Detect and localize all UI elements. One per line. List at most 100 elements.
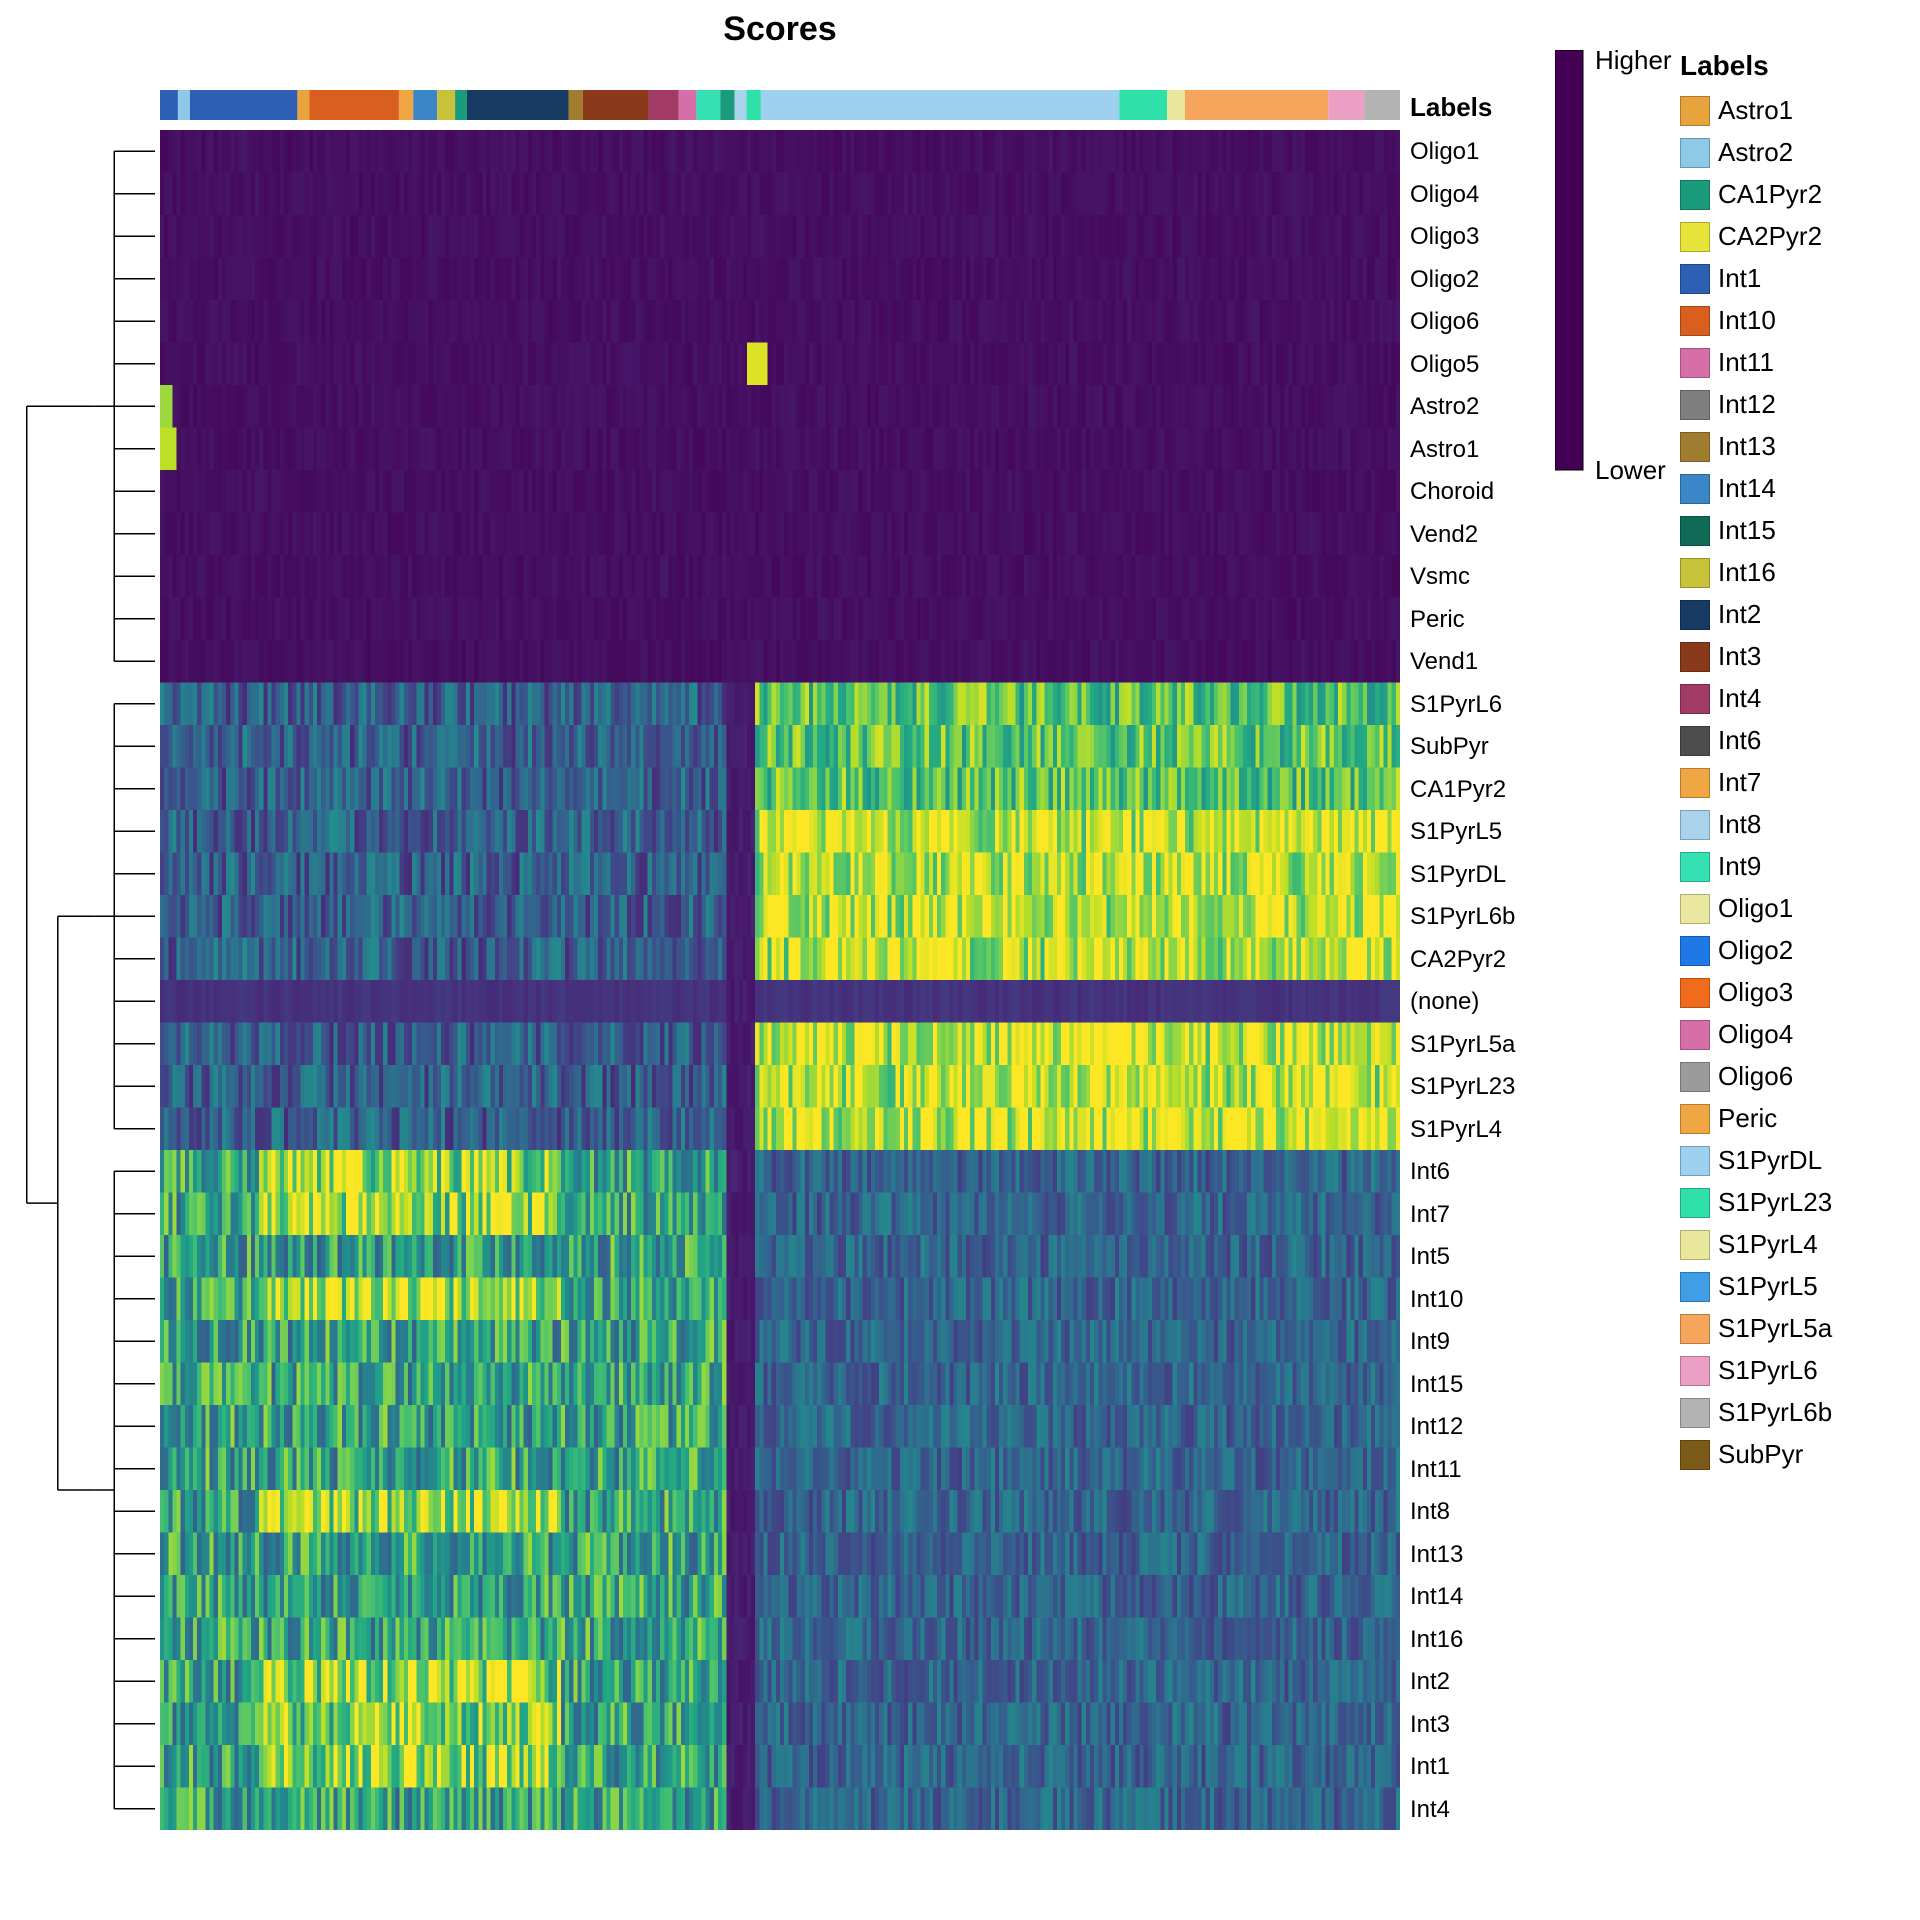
legend-item: Oligo1 — [1680, 893, 1793, 924]
legend-swatch — [1680, 474, 1710, 504]
legend-swatch — [1680, 516, 1710, 546]
legend-swatch — [1680, 978, 1710, 1008]
row-label: Oligo5 — [1410, 351, 1479, 379]
row-label: Int10 — [1410, 1286, 1463, 1314]
legend-label: Peric — [1718, 1103, 1777, 1134]
row-label: Vend1 — [1410, 648, 1478, 676]
legend-label: Astro1 — [1718, 95, 1793, 126]
row-label: Int6 — [1410, 1158, 1450, 1186]
legend-item: Int13 — [1680, 431, 1776, 462]
legend-label: S1PyrL4 — [1718, 1229, 1818, 1260]
row-label: Int7 — [1410, 1201, 1450, 1229]
legend-label: S1PyrL6 — [1718, 1355, 1818, 1386]
legend-label: SubPyr — [1718, 1439, 1803, 1470]
legend-item: Int6 — [1680, 725, 1761, 756]
legend-item: Int14 — [1680, 473, 1776, 504]
legend-item: Peric — [1680, 1103, 1777, 1134]
row-label: Int5 — [1410, 1243, 1450, 1271]
row-label: Int9 — [1410, 1328, 1450, 1356]
legend-swatch — [1680, 222, 1710, 252]
row-label: Oligo3 — [1410, 223, 1479, 251]
legend-swatch — [1680, 1356, 1710, 1386]
legend-label: Oligo3 — [1718, 977, 1793, 1008]
legend-swatch — [1680, 1440, 1710, 1470]
legend-item: CA2Pyr2 — [1680, 221, 1822, 252]
row-label: Astro2 — [1410, 393, 1479, 421]
row-label: Int1 — [1410, 1753, 1450, 1781]
row-label: S1PyrL5a — [1410, 1031, 1515, 1059]
legend-swatch — [1680, 684, 1710, 714]
legend-item: Int16 — [1680, 557, 1776, 588]
legend-label: S1PyrL6b — [1718, 1397, 1832, 1428]
legend-item: Oligo6 — [1680, 1061, 1793, 1092]
legend-item: Int10 — [1680, 305, 1776, 336]
legend-title: Labels — [1680, 50, 1769, 82]
legend-label: Int1 — [1718, 263, 1761, 294]
legend-item: Oligo4 — [1680, 1019, 1793, 1050]
legend-swatch — [1680, 642, 1710, 672]
chart-title: Scores — [160, 10, 1400, 49]
legend-label: S1PyrL5 — [1718, 1271, 1818, 1302]
legend-label: Oligo1 — [1718, 893, 1793, 924]
legend-label: Oligo6 — [1718, 1061, 1793, 1092]
row-label: Oligo4 — [1410, 181, 1479, 209]
row-label: (none) — [1410, 988, 1479, 1016]
row-label: Astro1 — [1410, 436, 1479, 464]
legend-swatch — [1680, 306, 1710, 336]
legend-item: S1PyrL23 — [1680, 1187, 1832, 1218]
row-label: Oligo1 — [1410, 138, 1479, 166]
legend-label: Int2 — [1718, 599, 1761, 630]
legend-swatch — [1680, 768, 1710, 798]
legend-swatch — [1680, 1146, 1710, 1176]
legend-label: Int11 — [1718, 347, 1774, 378]
legend-label: Int3 — [1718, 641, 1761, 672]
row-label: Int12 — [1410, 1413, 1463, 1441]
legend-item: Int4 — [1680, 683, 1761, 714]
colorbar — [1555, 50, 1585, 472]
legend-label: CA2Pyr2 — [1718, 221, 1822, 252]
legend-swatch — [1680, 852, 1710, 882]
legend-label: S1PyrL23 — [1718, 1187, 1832, 1218]
legend-swatch — [1680, 180, 1710, 210]
row-label: S1PyrL5 — [1410, 818, 1502, 846]
row-label: Int16 — [1410, 1626, 1463, 1654]
legend-swatch — [1680, 1272, 1710, 1302]
row-label: Vend2 — [1410, 521, 1478, 549]
legend-label: Int14 — [1718, 473, 1776, 504]
legend-swatch — [1680, 600, 1710, 630]
legend-swatch — [1680, 1314, 1710, 1344]
legend-item: S1PyrL4 — [1680, 1229, 1818, 1260]
legend-item: Int9 — [1680, 851, 1761, 882]
legend-item: Int2 — [1680, 599, 1761, 630]
column-annotation-bar — [160, 90, 1400, 120]
legend-label: Oligo4 — [1718, 1019, 1793, 1050]
row-label: Int14 — [1410, 1583, 1463, 1611]
legend-item: Int3 — [1680, 641, 1761, 672]
colorbar-low-label: Lower — [1595, 455, 1666, 486]
score-heatmap — [160, 130, 1400, 1830]
legend-label: Int8 — [1718, 809, 1761, 840]
row-label: Int2 — [1410, 1668, 1450, 1696]
legend-label: S1PyrDL — [1718, 1145, 1822, 1176]
legend-item: CA1Pyr2 — [1680, 179, 1822, 210]
row-label: Oligo2 — [1410, 266, 1479, 294]
legend-label: Int10 — [1718, 305, 1776, 336]
row-label: Peric — [1410, 606, 1465, 634]
row-label: Int15 — [1410, 1371, 1463, 1399]
legend-swatch — [1680, 96, 1710, 126]
legend-swatch — [1680, 348, 1710, 378]
legend-label: Int13 — [1718, 431, 1776, 462]
legend-label: CA1Pyr2 — [1718, 179, 1822, 210]
row-label: S1PyrL6b — [1410, 903, 1515, 931]
legend-swatch — [1680, 936, 1710, 966]
legend-item: S1PyrL5 — [1680, 1271, 1818, 1302]
legend-item: Int12 — [1680, 389, 1776, 420]
colorbar-high-label: Higher — [1595, 45, 1672, 76]
legend-item: Int11 — [1680, 347, 1774, 378]
legend-label: Int6 — [1718, 725, 1761, 756]
row-label: Int11 — [1410, 1456, 1462, 1484]
legend-item: Int8 — [1680, 809, 1761, 840]
legend-label: S1PyrL5a — [1718, 1313, 1832, 1344]
row-label: Choroid — [1410, 478, 1494, 506]
legend-label: Int9 — [1718, 851, 1761, 882]
